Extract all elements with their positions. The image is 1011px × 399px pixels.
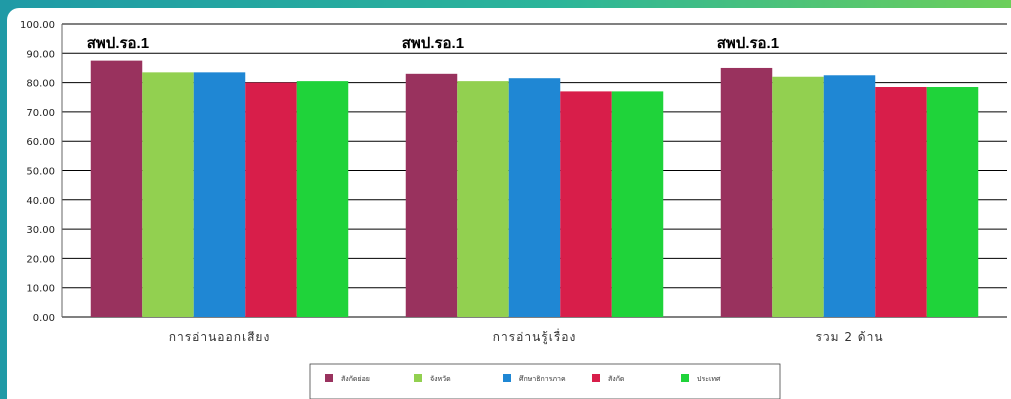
bar-group-annotation: สพป.รอ.1	[402, 35, 464, 52]
y-tick-label: 100.00	[20, 20, 55, 31]
legend-label: ประเทศ	[697, 375, 721, 383]
bar	[296, 81, 349, 317]
x-tick-label: การอ่านรู้เรื่อง	[493, 328, 577, 345]
legend-swatch	[503, 374, 511, 382]
legend-swatch	[592, 374, 600, 382]
y-tick-label: 80.00	[26, 79, 55, 90]
y-tick-label: 90.00	[26, 49, 55, 60]
bar	[193, 72, 246, 317]
bar-group-annotation: สพป.รอ.1	[87, 35, 149, 52]
legend-swatch	[414, 374, 422, 382]
bar	[405, 73, 458, 317]
chart-panel: 0.00 10.00 20.00 30.00 40.00 50.00 60.00 70.00 8…	[7, 8, 1011, 399]
legend-label: สังกัด	[608, 375, 624, 383]
y-tick-label: 60.00	[26, 137, 55, 148]
bar	[926, 86, 979, 318]
bar	[560, 91, 612, 317]
legend-swatch	[325, 374, 333, 382]
bar	[245, 82, 297, 317]
bar	[457, 81, 509, 317]
legend-swatch	[681, 374, 689, 382]
legend-box	[309, 363, 781, 399]
bar	[90, 60, 143, 317]
bar	[772, 76, 824, 318]
y-tick-label: 40.00	[26, 196, 55, 207]
legend-label: จังหวัด	[430, 375, 451, 383]
y-tick-label: 50.00	[26, 167, 55, 178]
x-tick-label: การอ่านออกเสียง	[169, 330, 271, 344]
x-tick-label: รวม 2 ด้าน	[815, 330, 883, 344]
bar	[875, 86, 927, 318]
bar-chart: 0.00 10.00 20.00 30.00 40.00 50.00 60.00 70.00 8…	[20, 20, 1007, 399]
y-tick-label: 30.00	[26, 225, 55, 236]
bar	[823, 75, 876, 318]
bar	[508, 78, 561, 317]
bar-group-annotation: สพป.รอ.1	[717, 35, 779, 52]
legend-label: สังกัดย่อย	[341, 375, 370, 383]
y-tick-label: 10.00	[26, 284, 55, 295]
bar	[720, 67, 773, 317]
legend-label: ศึกษาธิการภาค	[519, 374, 566, 383]
y-tick-label: 0.00	[33, 313, 55, 324]
y-tick-label: 20.00	[26, 254, 55, 265]
y-tick-label: 70.00	[26, 108, 55, 119]
bar	[611, 91, 664, 317]
bar	[142, 72, 194, 317]
